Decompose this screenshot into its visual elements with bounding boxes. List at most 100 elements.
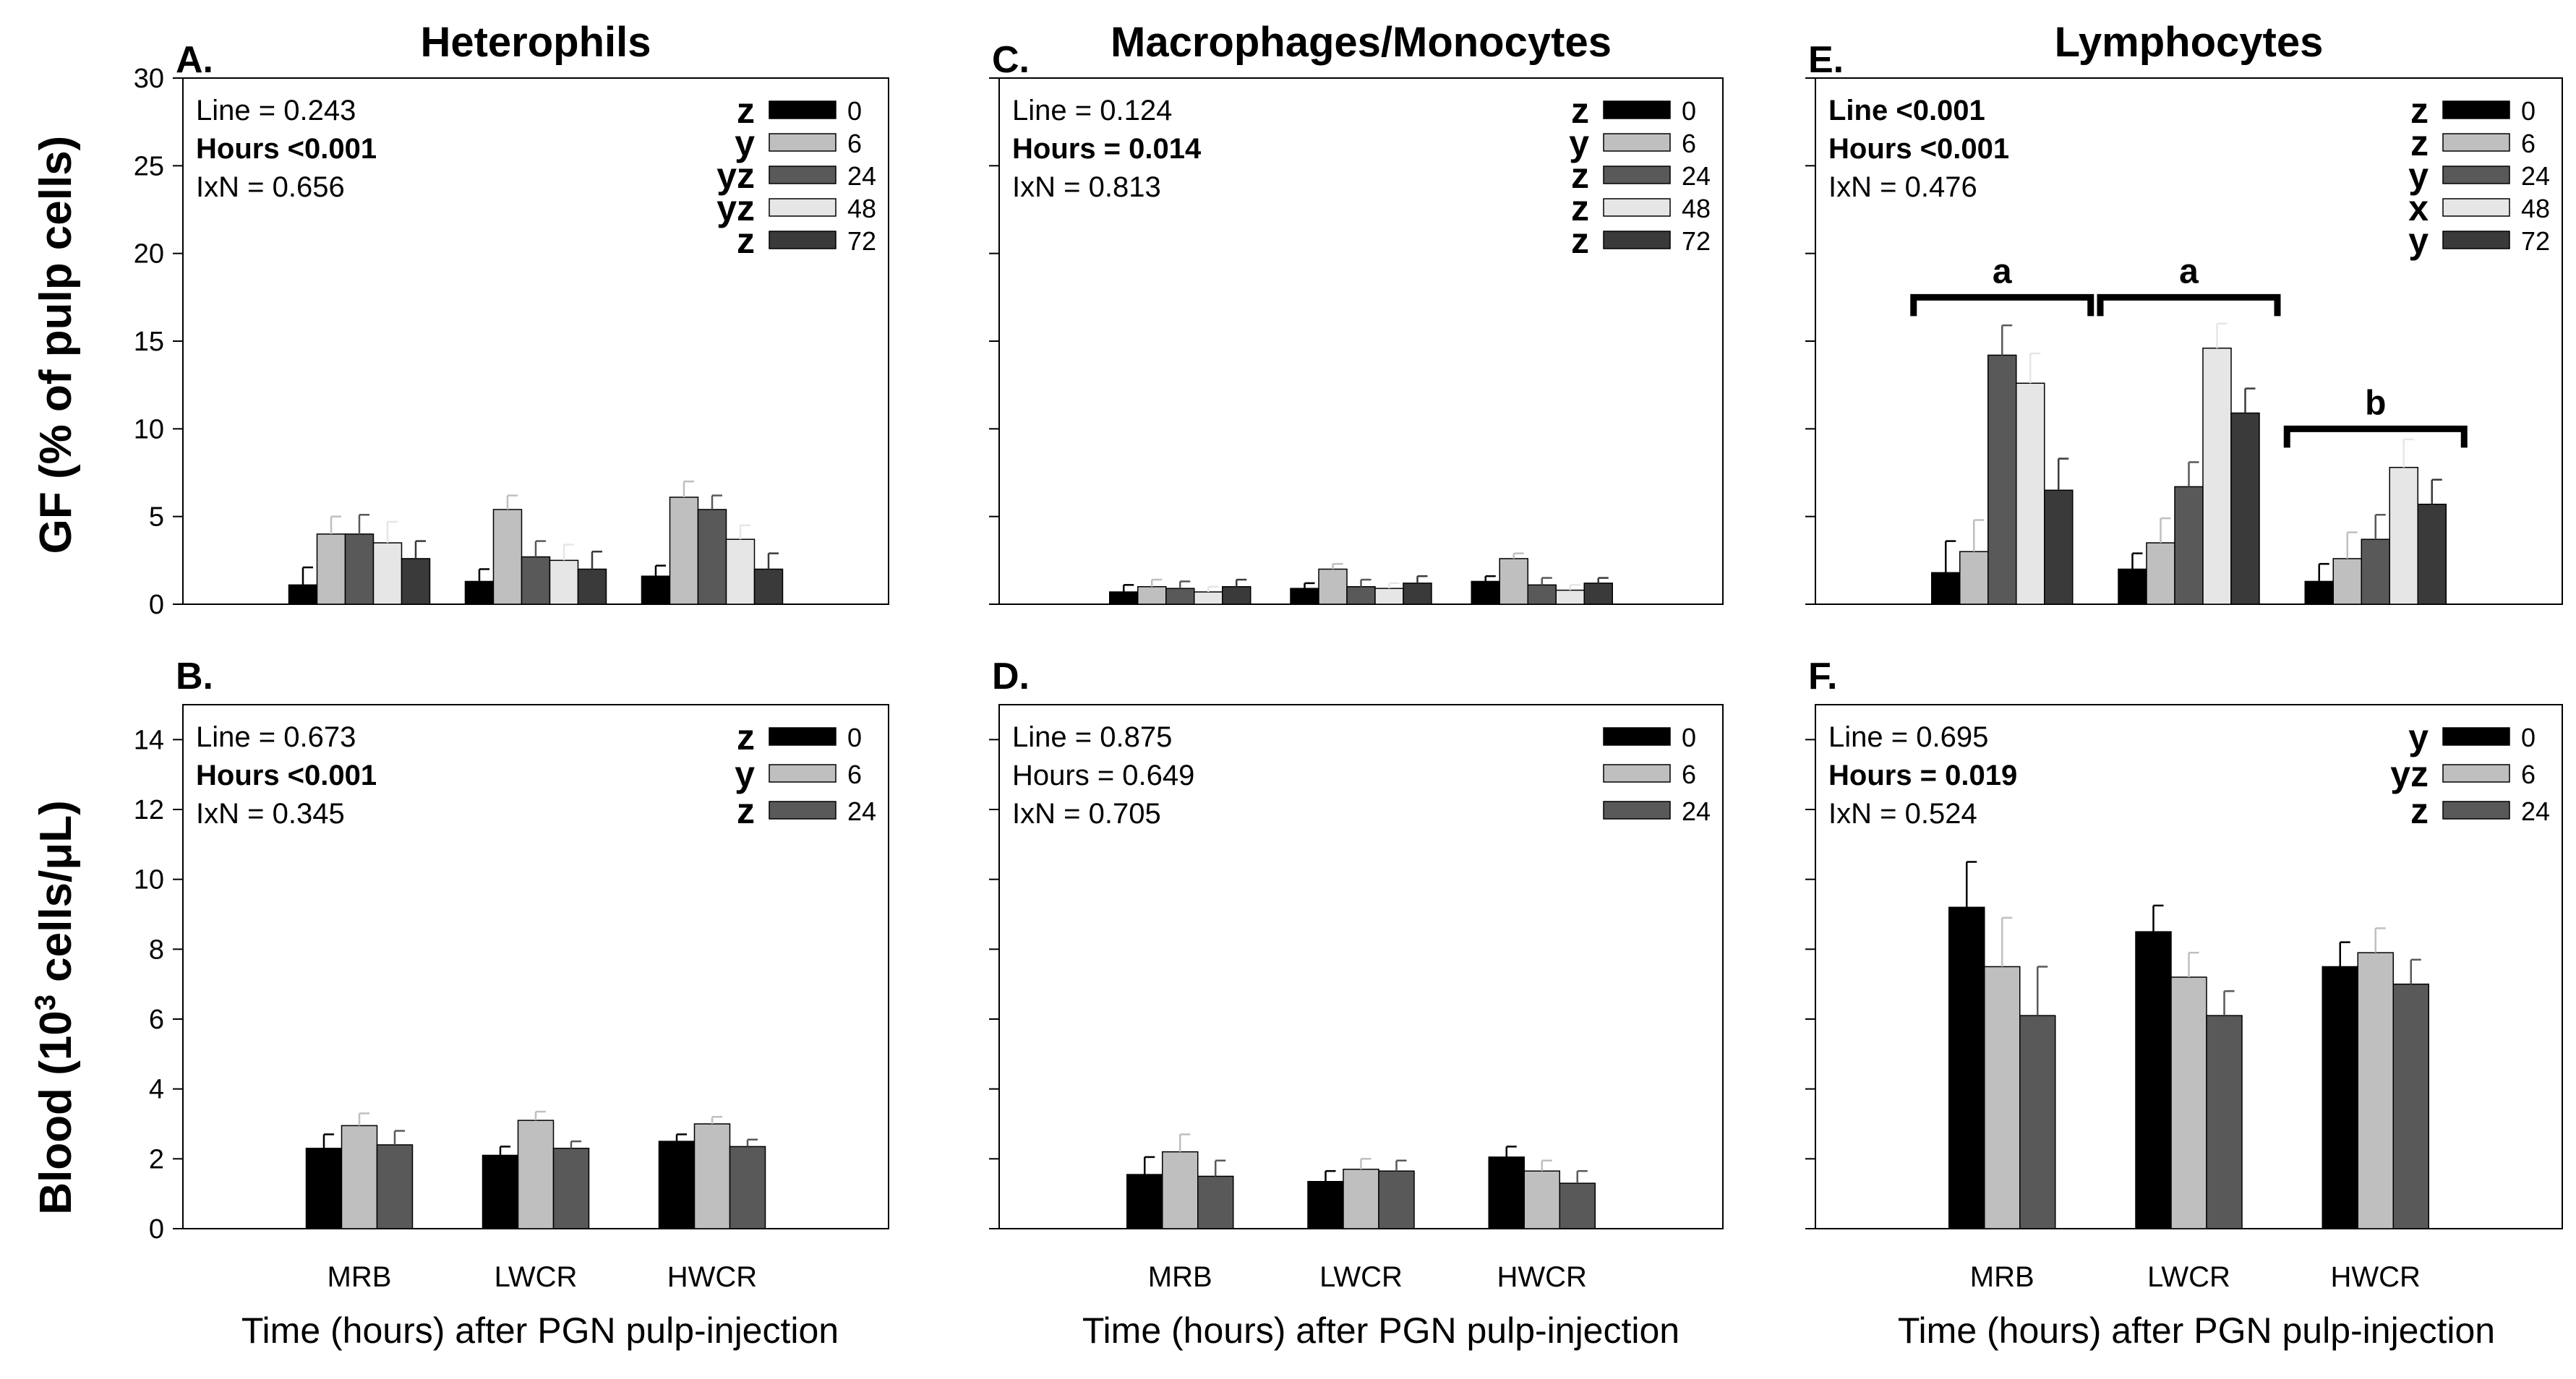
bar-c-hwcr-h24 <box>1527 584 1557 605</box>
legend-swatch-f <box>2442 727 2510 746</box>
legend-label-c: 48 <box>1682 194 1711 223</box>
bar-a-lwcr-h6 <box>492 509 523 605</box>
stats-line-b: Hours <0.001 <box>196 760 377 791</box>
bar-f-hwcr-h24 <box>2392 983 2429 1229</box>
bar-a-hwcr-h0 <box>641 575 671 605</box>
bar-e-hwcr-h6 <box>2332 558 2362 605</box>
y-tick-label-a: 10 <box>134 414 164 444</box>
bar-a-mrb-h0 <box>288 584 318 605</box>
bar-b-lwcr-h6 <box>517 1120 555 1229</box>
bar-f-lwcr-h0 <box>2135 931 2172 1229</box>
bar-e-hwcr-h48 <box>2389 466 2418 605</box>
legend-swatch-d <box>1603 764 1671 783</box>
legend-letter-c: z <box>1571 220 1589 261</box>
significance-bracket-e <box>2283 425 2468 448</box>
bar-c-mrb-h72 <box>1222 585 1251 605</box>
bar-e-mrb-h72 <box>2044 489 2074 605</box>
stats-line-a: Hours <0.001 <box>196 133 377 165</box>
y-label-bottom-sup: 3 <box>30 994 61 1010</box>
panel-a-heterophils: 0 5 10 15 20 25 30 A. Heterophils Line = 0.243 Hou… <box>134 19 889 620</box>
x-label-f-mrb: MRB <box>1970 1261 2034 1293</box>
legend-label-a: 48 <box>847 194 876 223</box>
legend-label-f: 24 <box>2521 796 2550 826</box>
bar-c-hwcr-h0 <box>1471 580 1500 605</box>
panel-label-a: A. <box>176 39 213 81</box>
bar-a-mrb-h48 <box>372 542 403 605</box>
panel-title-a: Heterophils <box>420 19 651 66</box>
legend-swatch-e <box>2442 100 2510 119</box>
bar-a-hwcr-h48 <box>725 538 756 605</box>
stats-line-c: IxN = 0.813 <box>1012 171 1161 203</box>
y-label-bottom: Blood (103 cells/μL) <box>30 800 81 1215</box>
bar-c-mrb-h24 <box>1165 588 1195 605</box>
panel-d-blood-monocytes: D. Line = 0.875 Hours = 0.649 IxN = 0.705 0 6… <box>989 656 1724 1293</box>
bar-b-hwcr-h0 <box>658 1140 696 1229</box>
legend-label-a: 0 <box>847 96 862 126</box>
legend-letter-b: z <box>737 791 755 831</box>
legend-letter-e: y <box>2408 155 2429 196</box>
bar-d-mrb-h24 <box>1197 1175 1234 1229</box>
bar-d-hwcr-h24 <box>1559 1182 1596 1229</box>
stats-line-f: Line = 0.695 <box>1828 721 1988 753</box>
legend-label-d: 24 <box>1682 796 1711 826</box>
legend-label-e: 0 <box>2521 96 2536 126</box>
stats-line-e: Hours <0.001 <box>1828 133 2009 165</box>
bar-d-hwcr-h6 <box>1523 1170 1560 1229</box>
stats-line-c: Line = 0.124 <box>1012 95 1172 126</box>
panel-c-macrophages: C. Macrophages/Monocytes Line = 0.124 Hours… <box>989 19 1724 605</box>
bar-e-mrb-h6 <box>1959 551 1989 605</box>
bracket-label-e: a <box>2179 252 2199 291</box>
legend-label-c: 24 <box>1682 161 1711 191</box>
panel-e-lymphocytes: E. Lymphocytes Line <0.001 Hours <0.001 IxN … <box>1805 19 2563 605</box>
legend-letter-a: z <box>737 220 755 261</box>
y-tick-label-b: 8 <box>149 935 164 965</box>
x-axis-title-b: Time (hours) after PGN pulp-injection <box>241 1310 839 1351</box>
stats-line-b: IxN = 0.345 <box>196 798 345 830</box>
legend-swatch-e <box>2442 166 2510 184</box>
legend-letter-f: y <box>2408 717 2429 757</box>
bar-c-hwcr-h6 <box>1499 558 1528 605</box>
legend-letter-e: z <box>2410 90 2429 131</box>
bar-e-lwcr-h72 <box>2230 412 2260 605</box>
legend-letter-e: y <box>2408 220 2429 261</box>
y-tick-label-a: 5 <box>149 502 164 533</box>
bar-f-hwcr-h6 <box>2357 952 2394 1229</box>
bar-b-mrb-h0 <box>305 1148 343 1229</box>
legend-letter-c: y <box>1569 123 1589 163</box>
bar-e-lwcr-h48 <box>2202 347 2232 605</box>
bar-a-lwcr-h72 <box>577 568 607 605</box>
y-tick-label-b: 14 <box>134 725 164 755</box>
legend-swatch-f <box>2442 764 2510 783</box>
legend-label-a: 72 <box>847 226 876 256</box>
legend-label-e: 72 <box>2521 226 2550 256</box>
y-label-bottom-pre: Blood (10 <box>31 1010 81 1214</box>
bar-c-lwcr-h72 <box>1403 583 1432 605</box>
legend-label-b: 0 <box>847 723 862 752</box>
bar-e-mrb-h0 <box>1931 572 1961 605</box>
panel-label-b: B. <box>176 656 213 697</box>
bar-c-mrb-h48 <box>1194 591 1223 605</box>
bar-a-lwcr-h0 <box>464 580 495 605</box>
bar-d-lwcr-h24 <box>1378 1170 1415 1229</box>
bar-a-mrb-h6 <box>316 533 346 605</box>
y-tick-label-b: 6 <box>149 1005 164 1035</box>
legend-letter-a: z <box>737 90 755 131</box>
y-tick-label-a: 20 <box>134 239 164 270</box>
legend-label-e: 6 <box>2521 129 2536 158</box>
legend-swatch-c <box>1603 133 1671 152</box>
legend-label-a: 24 <box>847 161 876 191</box>
stats-line-a: IxN = 0.656 <box>196 171 345 203</box>
bar-d-lwcr-h0 <box>1307 1181 1344 1229</box>
stats-line-b: Line = 0.673 <box>196 721 356 753</box>
legend-swatch-c <box>1603 231 1671 249</box>
legend-swatch-e <box>2442 231 2510 249</box>
panel-title-e: Lymphocytes <box>2055 19 2324 66</box>
legend-label-a: 6 <box>847 129 862 158</box>
bar-b-hwcr-h24 <box>729 1146 766 1229</box>
legend-swatch-d <box>1603 727 1671 746</box>
bar-a-hwcr-h24 <box>697 509 727 605</box>
legend-letter-f: yz <box>2390 754 2429 794</box>
x-label-f-hwcr: HWCR <box>2331 1261 2421 1293</box>
legend-letter-b: z <box>737 717 755 757</box>
legend-swatch-b <box>769 764 836 783</box>
